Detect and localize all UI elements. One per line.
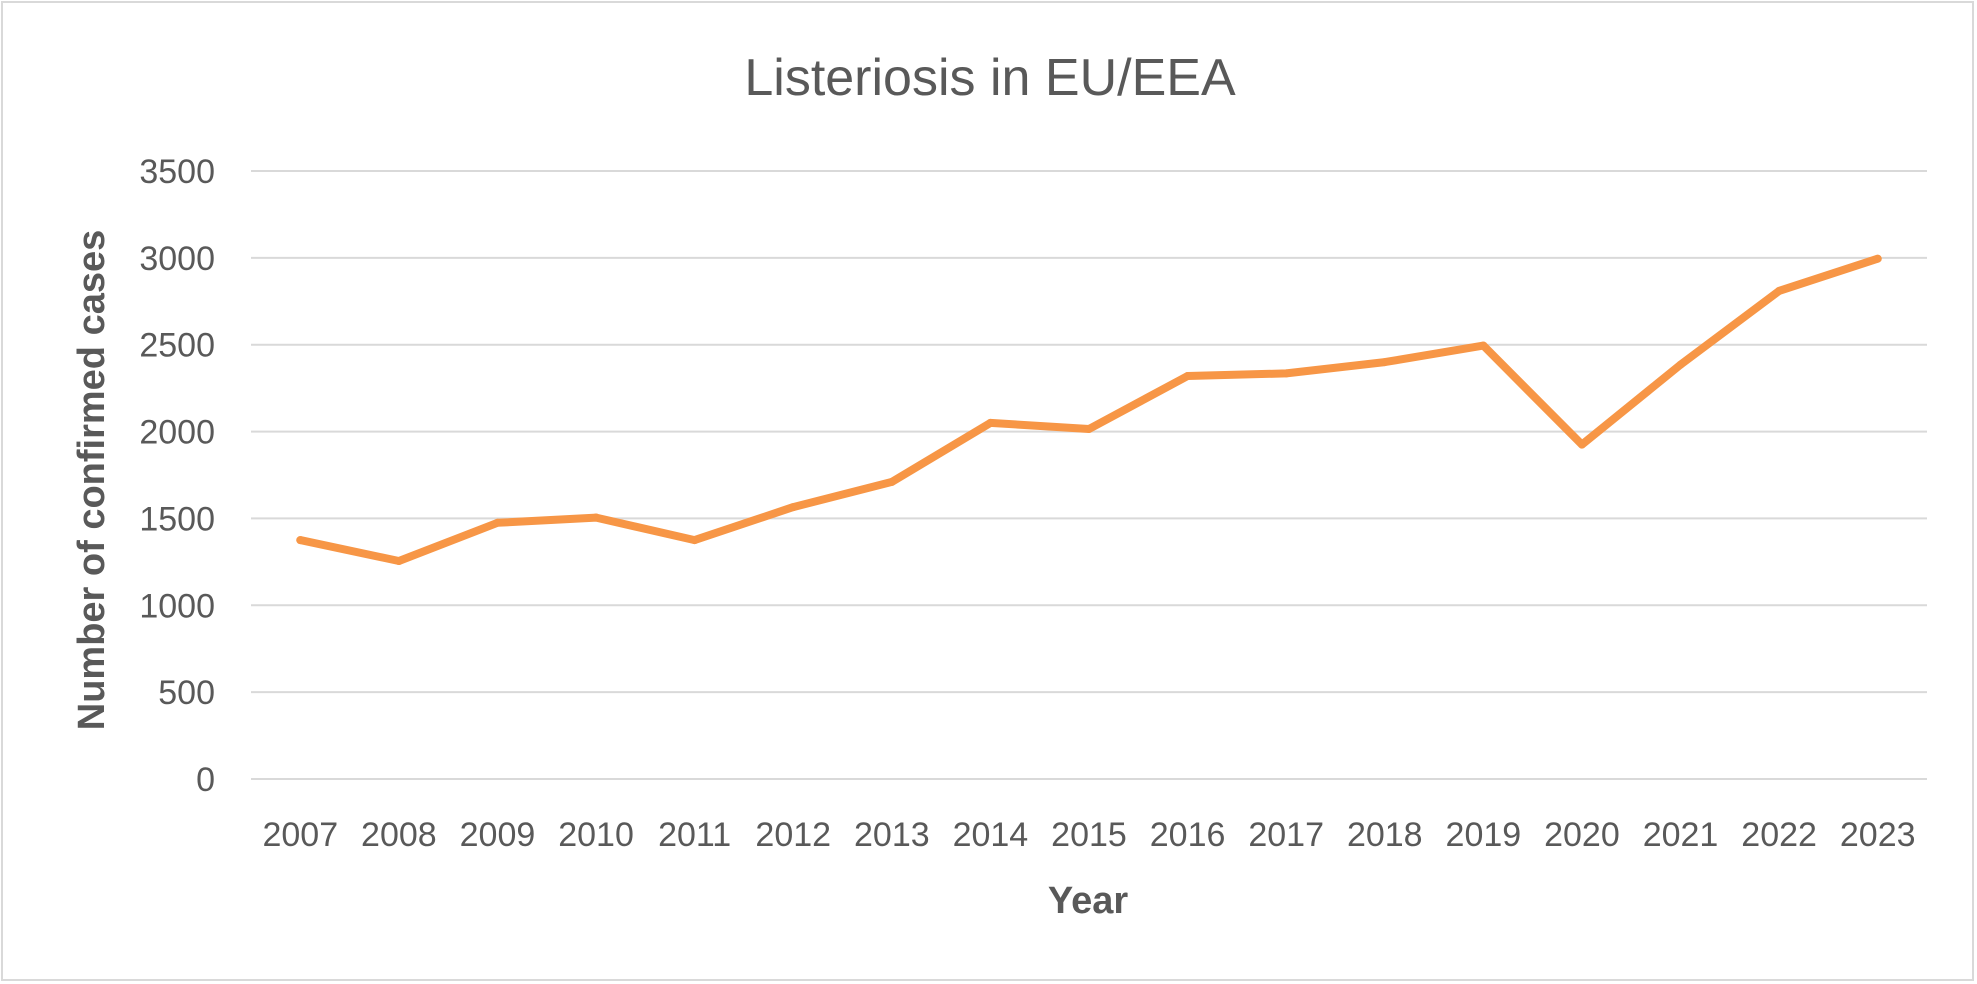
x-tick-label: 2014 — [953, 816, 1029, 854]
data-point — [592, 513, 601, 522]
x-tick-label: 2019 — [1446, 816, 1522, 854]
y-tick-label: 0 — [196, 761, 215, 799]
series-line-0 — [296, 254, 1882, 565]
line-chart: Listeriosis in EU/EEA 0 500 1000 1500 2000 25… — [71, 49, 1927, 922]
x-axis-title: Year — [1048, 880, 1129, 922]
x-tick-label: 2023 — [1840, 816, 1916, 854]
x-tick-label: 2015 — [1051, 816, 1127, 854]
chart-title: Listeriosis in EU/EEA — [744, 49, 1236, 107]
x-tick-label: 2012 — [755, 816, 831, 854]
x-tick-label: 2010 — [558, 816, 634, 854]
data-point — [1380, 358, 1389, 367]
data-point — [1183, 371, 1192, 380]
x-tick-label: 2007 — [262, 816, 338, 854]
data-point — [493, 518, 502, 527]
x-tick-label: 2008 — [361, 816, 437, 854]
data-point — [690, 536, 699, 545]
x-tick-label: 2021 — [1643, 816, 1719, 854]
data-point — [394, 556, 403, 565]
x-tick-label: 2017 — [1248, 816, 1324, 854]
data-point — [1775, 286, 1784, 295]
data-point — [1676, 360, 1685, 369]
data-point — [1577, 440, 1586, 449]
y-axis-title: Number of confirmed cases — [71, 230, 113, 730]
x-axis-ticks: 2007 2008 2009 2010 2011 2012 2013 2014 2015 2016… — [262, 816, 1915, 854]
data-point — [1282, 369, 1291, 378]
x-tick-label: 2020 — [1544, 816, 1620, 854]
data-point — [1479, 341, 1488, 350]
y-tick-label: 2000 — [139, 414, 215, 452]
x-tick-label: 2013 — [854, 816, 930, 854]
gridlines — [251, 170, 1927, 780]
data-point — [789, 503, 798, 512]
y-tick-label: 500 — [158, 674, 215, 712]
data-point — [296, 536, 305, 545]
x-tick-label: 2011 — [658, 816, 731, 854]
y-axis-ticks: 0 500 1000 1500 2000 2500 3000 3500 — [139, 153, 215, 799]
y-tick-label: 3000 — [139, 240, 215, 278]
data-point — [1085, 424, 1093, 433]
x-tick-label: 2016 — [1150, 816, 1226, 854]
y-tick-label: 3500 — [139, 153, 215, 191]
y-tick-label: 1000 — [139, 587, 215, 625]
data-point — [986, 418, 995, 427]
x-tick-label: 2022 — [1741, 816, 1817, 854]
x-tick-label: 2009 — [460, 816, 536, 854]
y-tick-label: 1500 — [139, 500, 215, 538]
data-point — [1873, 254, 1882, 263]
y-tick-label: 2500 — [139, 327, 215, 365]
data-point — [887, 477, 896, 486]
series-group — [296, 254, 1882, 565]
x-tick-label: 2018 — [1347, 816, 1423, 854]
